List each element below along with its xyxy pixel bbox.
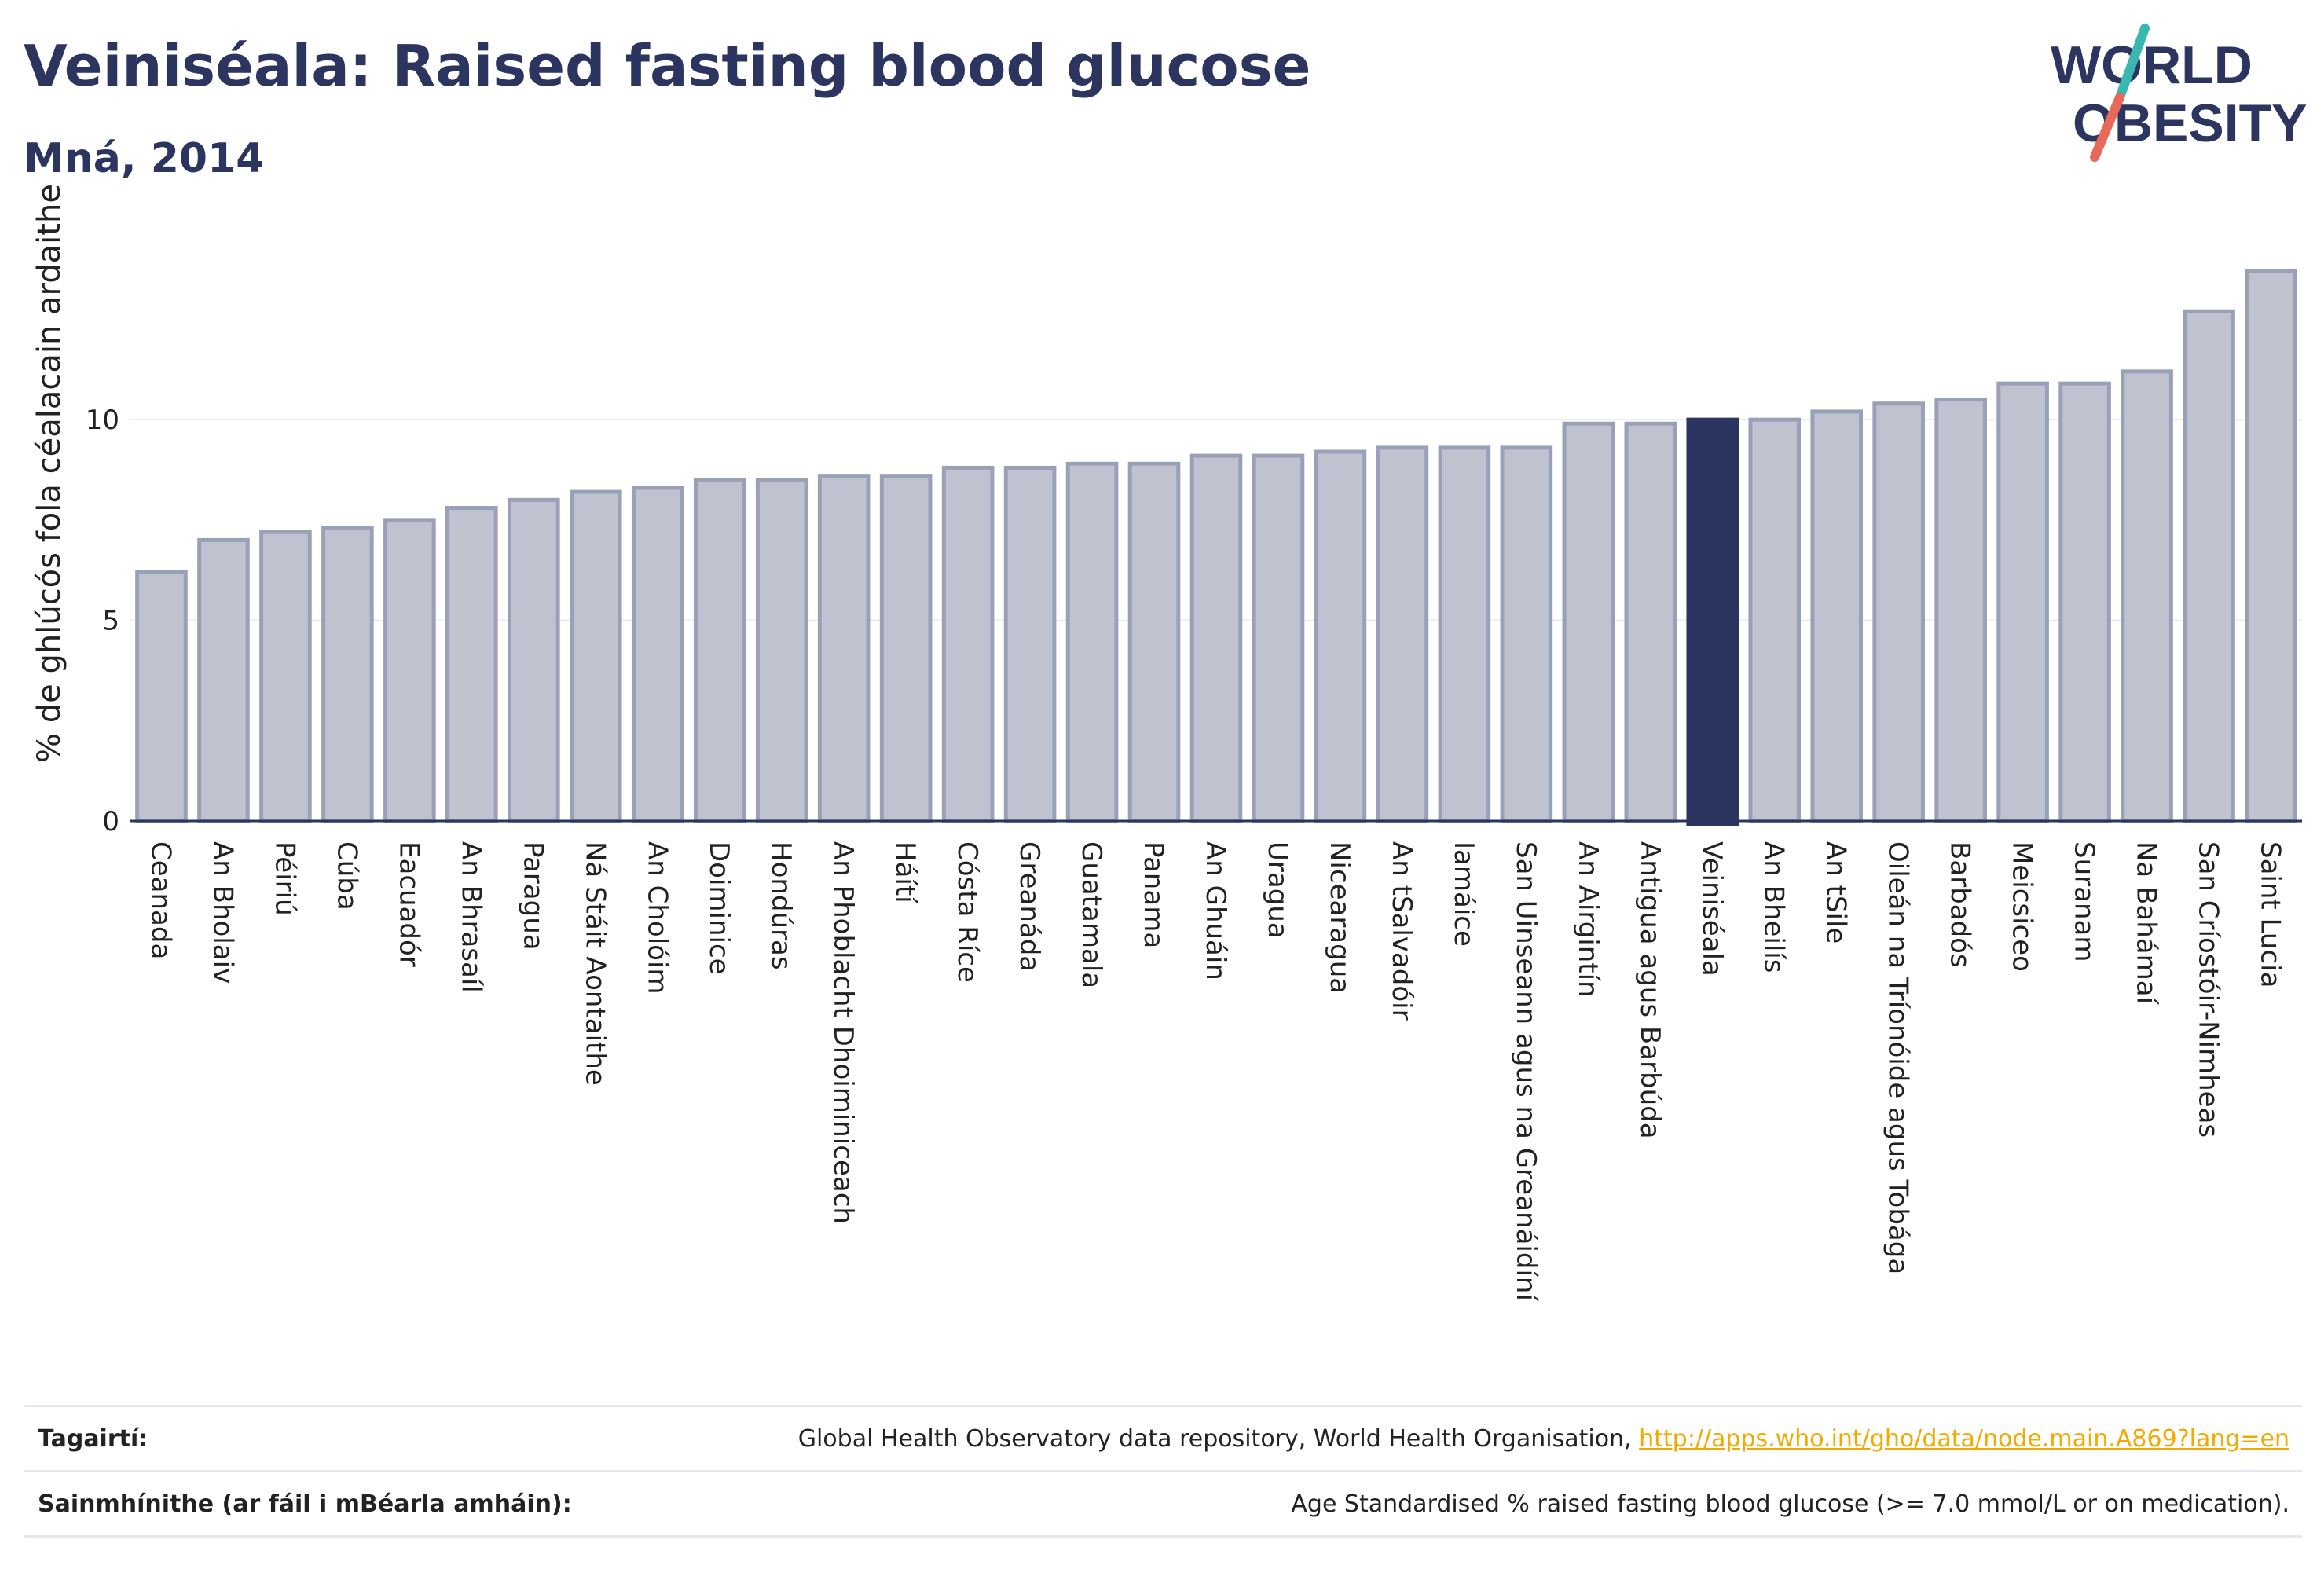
x-category-label: An tSile xyxy=(1820,841,1852,944)
x-category-label: Greanáda xyxy=(1014,841,1045,972)
y-tick-label: 5 xyxy=(102,606,119,637)
x-category-label: San Uinseann agus na Greanáidíní xyxy=(1510,841,1541,1302)
bar xyxy=(569,489,622,823)
bar xyxy=(508,497,560,823)
x-category-label: Eacuadór xyxy=(393,841,424,967)
bar xyxy=(1686,417,1739,826)
references-label: Tagairtí: xyxy=(38,1424,148,1453)
bar xyxy=(2058,381,2111,823)
footer: Tagairtí: Global Health Observatory data… xyxy=(24,1405,2302,1538)
x-category-label: Uragua xyxy=(1262,841,1293,939)
x-category-label: Paragua xyxy=(517,841,548,951)
references-link[interactable]: http://apps.who.int/gho/data/node.main.A… xyxy=(1639,1424,2289,1453)
x-category-label: An Cholóim xyxy=(641,841,673,995)
y-tick-label: 10 xyxy=(86,405,119,436)
bar xyxy=(1810,409,1864,823)
bar xyxy=(445,506,498,823)
x-category-label: An Bhrasaíl xyxy=(455,841,486,993)
x-category-label: Iamáice xyxy=(1448,841,1479,947)
bar xyxy=(2245,269,2297,823)
bar xyxy=(1314,449,1367,823)
world-obesity-logo: WORLD OBESITY xyxy=(2051,24,2308,162)
bar xyxy=(1624,421,1677,823)
bar xyxy=(1438,445,1491,823)
logo-word-world: WORLD xyxy=(2051,35,2253,95)
x-category-label: Nicearagua xyxy=(1324,841,1355,994)
x-category-label: Hondúras xyxy=(765,841,797,970)
x-category-label: Doiminice xyxy=(703,841,735,975)
y-tick-label: 0 xyxy=(102,806,119,837)
bar xyxy=(1252,453,1305,823)
bar xyxy=(383,518,436,823)
definitions-label: Sainmhínithe (ar fáil i mBéarla amháin): xyxy=(38,1490,572,1518)
x-category-label: Oileán na Tríonóide agus Tobága xyxy=(1882,841,1914,1274)
bar xyxy=(259,530,312,823)
bar xyxy=(879,474,933,823)
x-category-label: Barbadós xyxy=(1945,841,1976,968)
bar xyxy=(2121,369,2173,823)
bar xyxy=(1065,461,1119,823)
references-row: Tagairtí: Global Health Observatory data… xyxy=(24,1405,2302,1470)
bar xyxy=(1500,445,1553,823)
logo-slash-teal xyxy=(2115,24,2150,102)
bar xyxy=(2183,309,2235,823)
bar xyxy=(1934,398,1987,823)
bar xyxy=(941,465,995,823)
bar xyxy=(1127,461,1181,823)
bar xyxy=(1996,381,2049,823)
bar xyxy=(1562,421,1615,823)
bar-chart: 0 5 10 % de ghlúcós fola céalacain ardaithe… xyxy=(31,184,2302,1302)
references-text: Global Health Observatory data repositor… xyxy=(797,1424,1640,1453)
x-category-label: San Críostóir-Nimheas xyxy=(2193,841,2224,1138)
x-category-label: An Phoblacht Dhoiminiceach xyxy=(827,841,859,1224)
x-category-label: Meicsiceo xyxy=(2007,841,2038,972)
x-category-label: Cósta Ríce xyxy=(951,841,983,983)
x-category-label: Panama xyxy=(1138,841,1169,948)
y-axis-label: % de ghlúcós fola céalacain ardaithe xyxy=(31,184,68,763)
bar xyxy=(755,478,808,823)
x-category-label: Saint Lucia xyxy=(2255,841,2286,988)
bar xyxy=(1376,445,1429,823)
chart-subtitle: Mná, 2014 xyxy=(24,135,265,182)
x-category-label: An Bholaiv xyxy=(207,841,238,984)
x-category-label: Ceanada xyxy=(145,841,176,959)
bar xyxy=(631,486,684,823)
x-category-label: Guatamala xyxy=(1076,841,1107,988)
x-category-label: An Ghuáin xyxy=(1200,841,1231,980)
x-category-label: Suranam xyxy=(2069,841,2100,962)
bar xyxy=(135,570,188,823)
x-category-label: An Bheilís xyxy=(1758,841,1790,973)
bar xyxy=(817,474,871,823)
bar xyxy=(197,537,250,823)
logo-slash-red xyxy=(2090,93,2124,162)
definitions-value: Age Standardised % raised fasting blood … xyxy=(1291,1490,2289,1518)
x-category-label: Ná Stáit Aontaithe xyxy=(579,841,610,1086)
x-category-label: An Airgintín xyxy=(1572,841,1604,998)
bar xyxy=(1748,417,1802,823)
bar xyxy=(693,478,746,823)
chart-title: Veiniséala: Raised fasting blood glucose xyxy=(24,33,1311,99)
bar xyxy=(1189,453,1243,823)
bar xyxy=(321,526,374,823)
x-category-label: Cúba xyxy=(331,841,362,911)
definitions-row: Sainmhínithe (ar fáil i mBéarla amháin):… xyxy=(24,1470,2302,1538)
x-category-label: Péiriú xyxy=(269,841,300,916)
x-category-label: Antigua agus Barbúda xyxy=(1634,841,1666,1139)
references-value: Global Health Observatory data repositor… xyxy=(798,1425,2302,1453)
bar xyxy=(1003,465,1057,823)
x-category-label: Veiniséala xyxy=(1696,841,1728,977)
x-category-label: An tSalvadóir xyxy=(1386,841,1417,1021)
bar xyxy=(1872,401,1925,823)
x-category-label: Na Bahámaí xyxy=(2131,841,2162,1006)
x-category-label: Háítí xyxy=(889,841,921,904)
